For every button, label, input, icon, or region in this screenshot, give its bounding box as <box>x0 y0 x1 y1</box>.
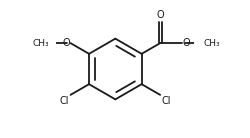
Text: CH₃: CH₃ <box>203 39 220 48</box>
Text: CH₃: CH₃ <box>32 39 49 48</box>
Text: Cl: Cl <box>60 96 70 106</box>
Text: O: O <box>182 38 190 48</box>
Text: O: O <box>62 38 70 48</box>
Text: O: O <box>156 10 164 20</box>
Text: Cl: Cl <box>161 96 171 106</box>
